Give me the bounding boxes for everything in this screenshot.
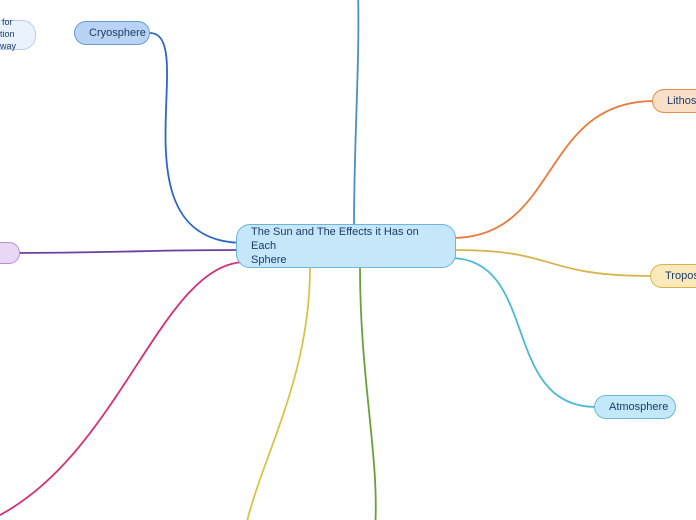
node-label: Troposph (665, 269, 696, 283)
node-label: Cryosphere (89, 26, 146, 40)
center-label: The Sun and The Effects it Has on Each S… (251, 225, 441, 268)
node-troposphere[interactable]: Troposph (650, 264, 696, 288)
node-purple-left[interactable] (0, 242, 20, 264)
center-node[interactable]: The Sun and The Effects it Has on Each S… (236, 224, 456, 268)
node-atmosphere[interactable]: Atmosphere (594, 395, 676, 419)
node-label: Lithosphe (667, 94, 696, 108)
node-lithosphere[interactable]: Lithosphe (652, 89, 696, 113)
node-label: Atmosphere (609, 400, 668, 414)
node-cryosphere[interactable]: Cryosphere (74, 21, 150, 45)
node-partial-left[interactable]: s for ation away (0, 20, 36, 50)
node-label: s for ation away (0, 17, 21, 52)
